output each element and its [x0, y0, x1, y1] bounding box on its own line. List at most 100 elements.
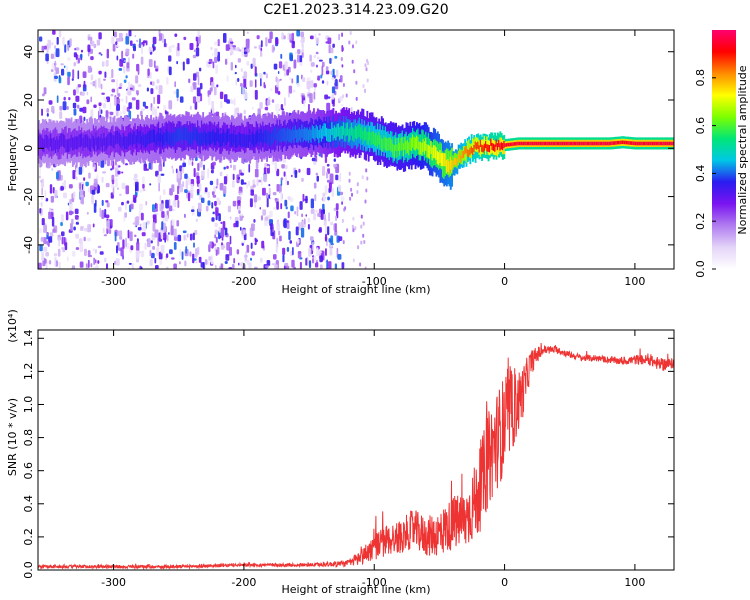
spectrogram-ridge-cell — [307, 129, 310, 143]
spectrogram-noise-cell — [315, 209, 318, 214]
spectrogram-noise-cell — [340, 191, 344, 196]
spectrogram-ridge-cell — [87, 136, 90, 150]
spectrogram-noise-cell — [331, 187, 334, 198]
spectrogram-noise-cell — [294, 211, 297, 215]
spectrogram-noise-cell — [168, 205, 173, 212]
spectrogram-noise-cell — [121, 182, 126, 190]
spectrogram-noise-cell — [104, 257, 107, 263]
spectrogram-noise-cell — [216, 247, 220, 255]
spectrogram-ridge-cell — [400, 137, 403, 151]
spectrogram-noise-cell — [335, 203, 339, 211]
spectrogram-noise-cell — [223, 166, 226, 170]
spectrogram-noise-cell — [252, 106, 254, 110]
spectrogram-noise-cell — [48, 236, 53, 243]
spectrogram-ridge-cell — [195, 128, 198, 142]
spectrogram-noise-cell — [117, 230, 120, 236]
spectrogram-noise-cell — [173, 90, 177, 95]
spectrogram-noise-cell — [98, 102, 102, 107]
spectrogram-noise-cell — [311, 157, 316, 162]
spectrogram-ridge-cell — [268, 132, 271, 145]
spectrogram-ridge-cell — [288, 129, 291, 143]
spectrogram-noise-cell — [286, 247, 290, 252]
spectrogram-ridge-cell — [83, 134, 86, 148]
spectrogram-noise-cell — [87, 250, 91, 258]
spectrogram-noise-cell — [223, 33, 227, 43]
snr-y-tick-label: 0.0 — [22, 561, 35, 579]
spectrogram-noise-cell — [150, 88, 154, 95]
spectrogram-noise-cell — [314, 33, 317, 41]
spectrogram-noise-cell — [132, 222, 136, 225]
spectrogram-noise-cell — [328, 44, 331, 54]
spectrogram-noise-cell — [179, 184, 183, 193]
spectrogram-noise-cell — [75, 221, 79, 225]
spectrogram-ridge-cell — [423, 141, 426, 155]
spectrogram-noise-cell — [101, 209, 105, 219]
spectrogram-noise-cell — [153, 217, 157, 224]
spectrogram-noise-cell — [97, 260, 100, 264]
spectrogram-noise-cell — [245, 38, 250, 49]
spectrogram-ridge-cell — [104, 137, 107, 151]
spectrogram-noise-cell — [310, 236, 314, 241]
spectrogram-noise-cell — [51, 105, 55, 113]
spectrogram-noise-cell — [342, 83, 345, 87]
spectrogram-noise-cell — [284, 69, 287, 77]
spectrogram-ridge-cell — [267, 128, 270, 142]
spectrogram-ridge-cell — [65, 126, 68, 153]
spectrogram-noise-cell — [230, 164, 232, 169]
spectrogram-noise-cell — [131, 263, 134, 269]
spectrogram-noise-cell — [321, 65, 324, 76]
spectrogram-ridge-cell — [271, 131, 274, 145]
spectrogram-ridge-cell — [311, 125, 314, 139]
spectrogram-ridge-cell — [272, 129, 275, 143]
spectrogram-noise-cell — [214, 222, 218, 227]
spectrogram-ridge-cell — [642, 141, 645, 146]
spectrogram-noise-cell — [360, 240, 363, 245]
spectrogram-noise-cell — [241, 241, 246, 244]
spectrogram-noise-cell — [83, 236, 86, 242]
spectrogram-noise-cell — [329, 173, 334, 183]
spectrogram-ridge-cell — [91, 133, 94, 147]
spectrogram-noise-cell — [284, 199, 288, 207]
spectrogram-ridge-cell — [150, 130, 152, 144]
snr-y-label: SNR (10 * v/v) — [6, 398, 19, 476]
spectrogram-noise-cell — [115, 167, 119, 177]
spectrogram-ridge-cell — [559, 141, 562, 146]
spectrogram-ridge-cell — [133, 130, 135, 144]
spectrogram-ridge-cell — [187, 132, 190, 145]
spectrogram-noise-cell — [149, 250, 152, 257]
spectrogram-ridge-cell — [479, 139, 482, 147]
spectrogram-noise-cell — [71, 211, 74, 215]
spectrogram-noise-cell — [324, 155, 328, 164]
spectrogram-noise-cell — [83, 177, 86, 181]
spectrogram-noise-cell — [120, 98, 124, 102]
spectrogram-ridge-cell — [315, 124, 318, 138]
spectrogram-noise-cell — [62, 181, 66, 187]
spectrogram-noise-cell — [348, 40, 351, 45]
spectrogram-ridge-cell — [47, 135, 49, 149]
spectrogram-noise-cell — [140, 110, 143, 117]
spectrogram-noise-cell — [365, 168, 368, 173]
spectrogram-noise-cell — [304, 218, 306, 225]
spectrogram-noise-cell — [117, 170, 121, 175]
spectrogram-noise-cell — [229, 235, 232, 245]
spectrogram-noise-cell — [214, 56, 218, 63]
spectrogram-ridge-cell — [103, 132, 106, 146]
spectrogram-noise-cell — [276, 223, 280, 231]
spectrogram-noise-cell — [225, 254, 230, 261]
spectrogram-noise-cell — [242, 85, 244, 95]
spectrogram-noise-cell — [169, 249, 173, 255]
spectrogram-noise-cell — [225, 44, 230, 51]
spectrogram-noise-cell — [105, 60, 109, 67]
spectrogram-ridge-cell — [242, 134, 245, 148]
spectrogram-noise-cell — [103, 78, 106, 81]
spectrogram-noise-cell — [46, 113, 49, 117]
spectrogram-noise-cell — [250, 257, 252, 261]
spectrogram-noise-cell — [259, 257, 263, 263]
spectrogram-ridge-cell — [581, 141, 584, 146]
spectrogram-noise-cell — [271, 99, 275, 103]
spectrogram-noise-cell — [67, 76, 70, 86]
spectrogram-noise-cell — [170, 257, 175, 260]
spectrogram-ridge-cell — [418, 141, 421, 155]
spectrogram-noise-cell — [129, 231, 133, 242]
spectrogram-noise-cell — [134, 234, 137, 238]
